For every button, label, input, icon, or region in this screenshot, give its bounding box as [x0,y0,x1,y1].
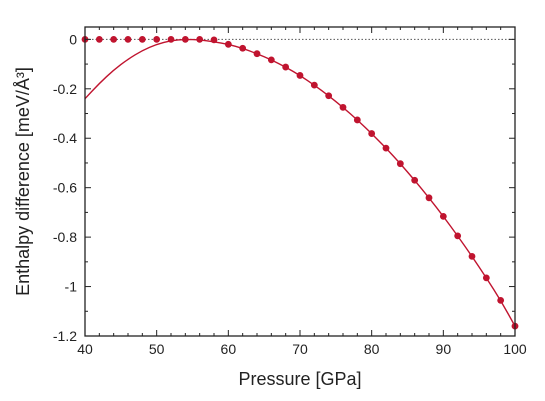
data-point [339,103,347,111]
y-tick-label: -0.2 [53,81,77,97]
enthalpy-curve [84,38,516,327]
y-tick-label: -1.2 [53,328,77,344]
data-point [196,35,204,43]
data-point [267,56,275,64]
x-tick-label: 40 [77,341,93,357]
data-point [167,35,175,43]
x-axis: 40 50 60 70 80 90 100 [77,27,527,357]
y-tick-label: 0 [69,31,77,47]
data-point [296,72,304,79]
data-point [353,116,361,124]
data-point [124,35,132,43]
x-tick-label: 50 [149,341,165,357]
y-tick-label: -0.8 [53,229,77,245]
x-tick-label: 80 [364,341,380,357]
data-point [411,176,419,184]
data-point [368,130,376,137]
x-tick-label: 90 [436,341,452,357]
data-point [497,297,505,304]
data-point [224,40,232,48]
data-point [325,92,333,100]
data-point [310,81,318,89]
data-point [396,160,404,168]
y-axis: 0 -0.2 -0.4 -0.6 -0.8 -1 -1.2 [53,31,515,344]
x-tick-label: 100 [503,341,527,357]
y-tick-label: -0.6 [53,180,77,196]
data-point [382,144,390,152]
data-point [425,194,433,202]
y-tick-label: -0.4 [53,130,77,146]
data-point [110,35,118,43]
data-point [468,253,476,260]
data-point [253,50,261,58]
x-tick-label: 60 [221,341,237,357]
data-point [95,35,103,43]
data-point [153,35,161,43]
data-point [482,274,490,282]
x-axis-title: Pressure [GPa] [238,369,361,389]
data-point [181,35,189,43]
data-point [454,232,462,240]
y-tick-label: -1 [65,279,78,295]
x-tick-label: 70 [292,341,308,357]
data-point [210,36,218,44]
y-axis-title: Enthalpy difference [meV/Å³] [13,67,33,296]
data-point [282,63,290,71]
data-point [439,212,447,220]
plot-area [81,35,519,330]
data-point [138,35,146,43]
data-point [239,44,247,52]
